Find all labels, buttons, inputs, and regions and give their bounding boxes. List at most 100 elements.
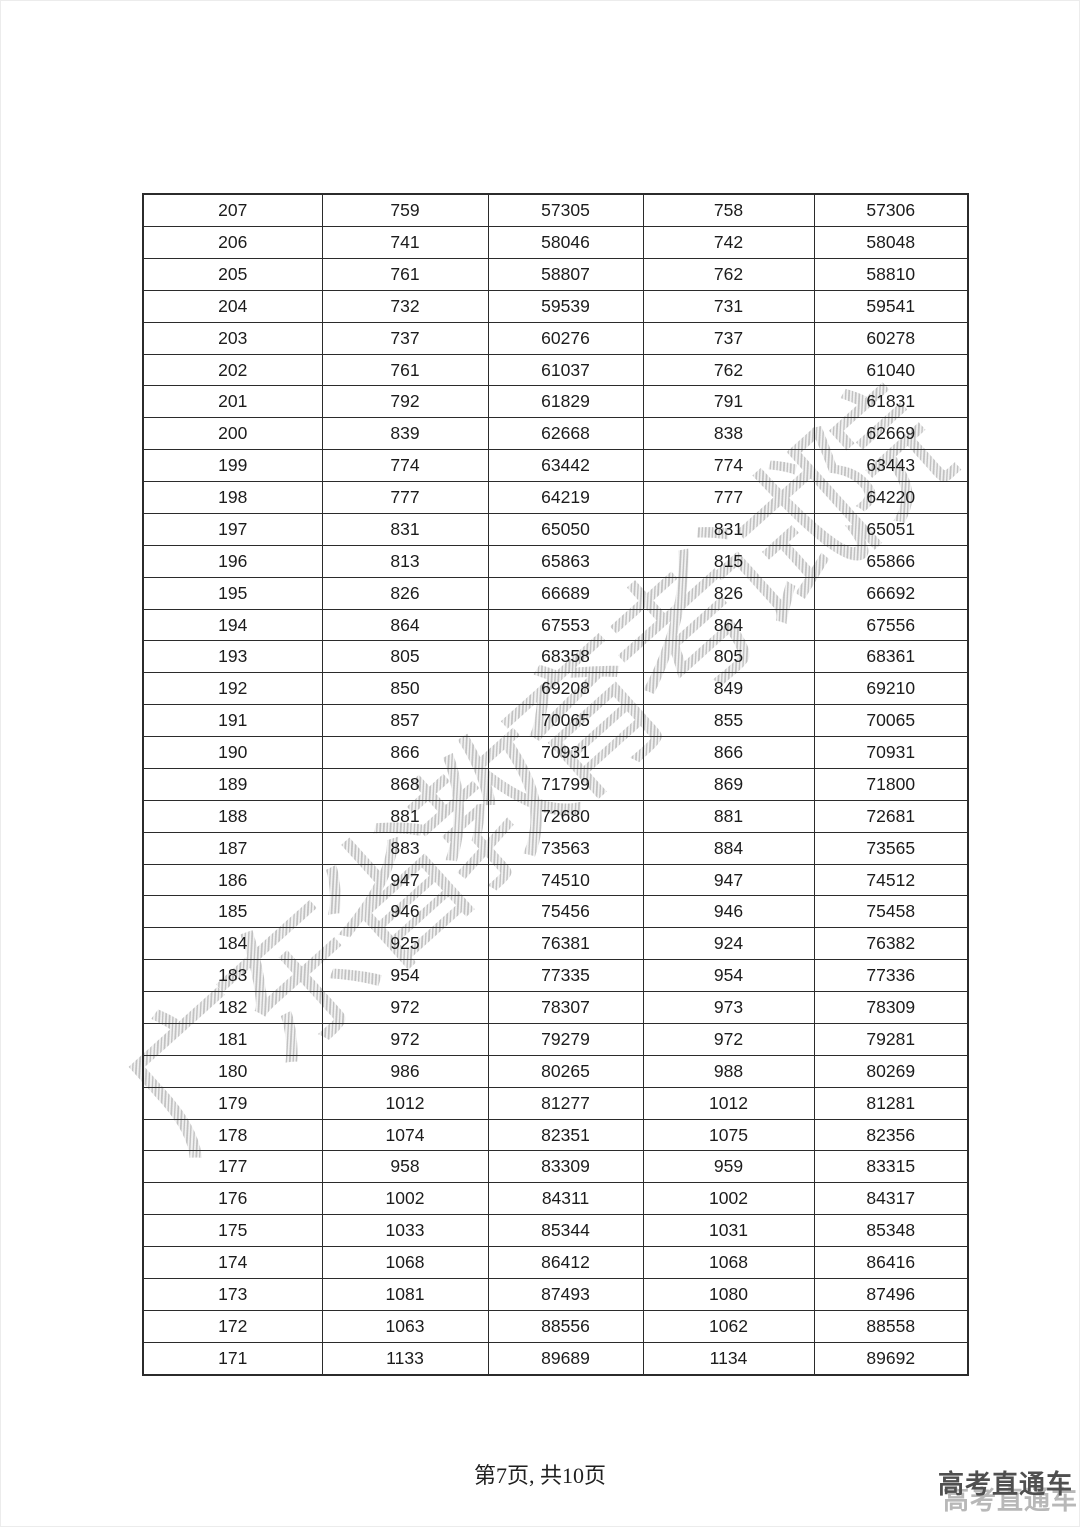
table-cell: 838 bbox=[642, 417, 815, 451]
table-cell: 81277 bbox=[487, 1086, 644, 1120]
table-cell: 946 bbox=[642, 895, 815, 929]
table-cell: 855 bbox=[642, 704, 815, 738]
table-cell: 65866 bbox=[813, 544, 969, 578]
table-row: 186 947 74510 947 74512 bbox=[142, 863, 969, 897]
table-cell: 179 bbox=[142, 1086, 323, 1120]
table-cell: 182 bbox=[142, 991, 323, 1024]
table-cell: 75456 bbox=[487, 895, 644, 929]
table-cell: 69208 bbox=[487, 672, 644, 706]
table-cell: 1074 bbox=[321, 1118, 489, 1152]
table-cell: 84311 bbox=[487, 1182, 644, 1216]
table-cell: 1002 bbox=[321, 1182, 489, 1216]
table-row: 182 972 78307 973 78309 bbox=[142, 991, 969, 1024]
table-cell: 185 bbox=[142, 895, 323, 929]
table-cell: 193 bbox=[142, 640, 323, 674]
table-cell: 79281 bbox=[813, 1022, 969, 1056]
table-cell: 69210 bbox=[813, 672, 969, 706]
table-cell: 61037 bbox=[487, 353, 644, 387]
table-cell: 57305 bbox=[487, 193, 644, 228]
table-cell: 866 bbox=[321, 736, 489, 769]
table-row: 172 1063 88556 1062 88558 bbox=[142, 1309, 969, 1343]
table-cell: 75458 bbox=[813, 895, 969, 929]
table-cell: 77336 bbox=[813, 959, 969, 993]
table-row: 188 881 72680 881 72681 bbox=[142, 799, 969, 833]
table-cell: 172 bbox=[142, 1309, 323, 1343]
table-cell: 1062 bbox=[642, 1309, 815, 1343]
table-cell: 65050 bbox=[487, 512, 644, 546]
table-row: 196 813 65863 815 65866 bbox=[142, 544, 969, 578]
table-cell: 57306 bbox=[813, 193, 969, 228]
table-cell: 66689 bbox=[487, 576, 644, 610]
table-cell: 946 bbox=[321, 895, 489, 929]
table-cell: 731 bbox=[642, 289, 815, 323]
table-row: 189 868 71799 869 71800 bbox=[142, 767, 969, 801]
table-cell: 988 bbox=[642, 1054, 815, 1088]
table-cell: 80265 bbox=[487, 1054, 644, 1088]
table-cell: 1068 bbox=[642, 1246, 815, 1279]
table-cell: 868 bbox=[321, 767, 489, 801]
table-cell: 805 bbox=[321, 640, 489, 674]
table-cell: 758 bbox=[642, 193, 815, 228]
table-cell: 732 bbox=[321, 289, 489, 323]
table-cell: 774 bbox=[321, 449, 489, 483]
table-cell: 86412 bbox=[487, 1246, 644, 1279]
table-row: 185 946 75456 946 75458 bbox=[142, 895, 969, 929]
table-cell: 70065 bbox=[813, 704, 969, 738]
table-cell: 88556 bbox=[487, 1309, 644, 1343]
table-row: 173 1081 87493 1080 87496 bbox=[142, 1277, 969, 1311]
table-cell: 77335 bbox=[487, 959, 644, 993]
table-cell: 68361 bbox=[813, 640, 969, 674]
table-cell: 183 bbox=[142, 959, 323, 993]
table-cell: 58048 bbox=[813, 226, 969, 259]
table-cell: 63443 bbox=[813, 449, 969, 483]
table-cell: 82356 bbox=[813, 1118, 969, 1152]
table-cell: 762 bbox=[642, 353, 815, 387]
table-cell: 792 bbox=[321, 385, 489, 419]
table-cell: 742 bbox=[642, 226, 815, 259]
table-row: 207 759 57305 758 57306 bbox=[142, 193, 969, 228]
table-cell: 89689 bbox=[487, 1341, 644, 1376]
table-cell: 68358 bbox=[487, 640, 644, 674]
table-cell: 62668 bbox=[487, 417, 644, 451]
table-cell: 74512 bbox=[813, 863, 969, 897]
table-cell: 175 bbox=[142, 1214, 323, 1248]
brand-logo-shadow-text: 高考直通车 bbox=[942, 1485, 1078, 1515]
table-cell: 200 bbox=[142, 417, 323, 451]
table-row: 187 883 73563 884 73565 bbox=[142, 831, 969, 865]
table-cell: 831 bbox=[321, 512, 489, 546]
table-cell: 761 bbox=[321, 257, 489, 291]
table-cell: 70931 bbox=[813, 736, 969, 769]
table-cell: 89692 bbox=[813, 1341, 969, 1376]
table-cell: 1012 bbox=[321, 1086, 489, 1120]
table-cell: 73563 bbox=[487, 831, 644, 865]
table-cell: 815 bbox=[642, 544, 815, 578]
table-row: 175 1033 85344 1031 85348 bbox=[142, 1214, 969, 1248]
table-cell: 61040 bbox=[813, 353, 969, 387]
table-row: 193 805 68358 805 68361 bbox=[142, 640, 969, 674]
table-cell: 58810 bbox=[813, 257, 969, 291]
table-cell: 954 bbox=[321, 959, 489, 993]
table-row: 184 925 76381 924 76382 bbox=[142, 927, 969, 961]
table-cell: 831 bbox=[642, 512, 815, 546]
table-cell: 85344 bbox=[487, 1214, 644, 1248]
table-row: 199 774 63442 774 63443 bbox=[142, 449, 969, 483]
table-cell: 973 bbox=[642, 991, 815, 1024]
table-cell: 204 bbox=[142, 289, 323, 323]
table-cell: 972 bbox=[321, 991, 489, 1024]
table-cell: 61831 bbox=[813, 385, 969, 419]
table-cell: 78307 bbox=[487, 991, 644, 1024]
table-cell: 173 bbox=[142, 1277, 323, 1311]
table-cell: 1002 bbox=[642, 1182, 815, 1216]
table-cell: 207 bbox=[142, 193, 323, 228]
table-cell: 74510 bbox=[487, 863, 644, 897]
table-cell: 88558 bbox=[813, 1309, 969, 1343]
table-row: 174 1068 86412 1068 86416 bbox=[142, 1246, 969, 1279]
table-cell: 62669 bbox=[813, 417, 969, 451]
table-row: 191 857 70065 855 70065 bbox=[142, 704, 969, 738]
table-row: 178 1074 82351 1075 82356 bbox=[142, 1118, 969, 1152]
table-cell: 737 bbox=[642, 321, 815, 355]
table-cell: 188 bbox=[142, 799, 323, 833]
table-cell: 777 bbox=[321, 481, 489, 514]
table-cell: 58807 bbox=[487, 257, 644, 291]
